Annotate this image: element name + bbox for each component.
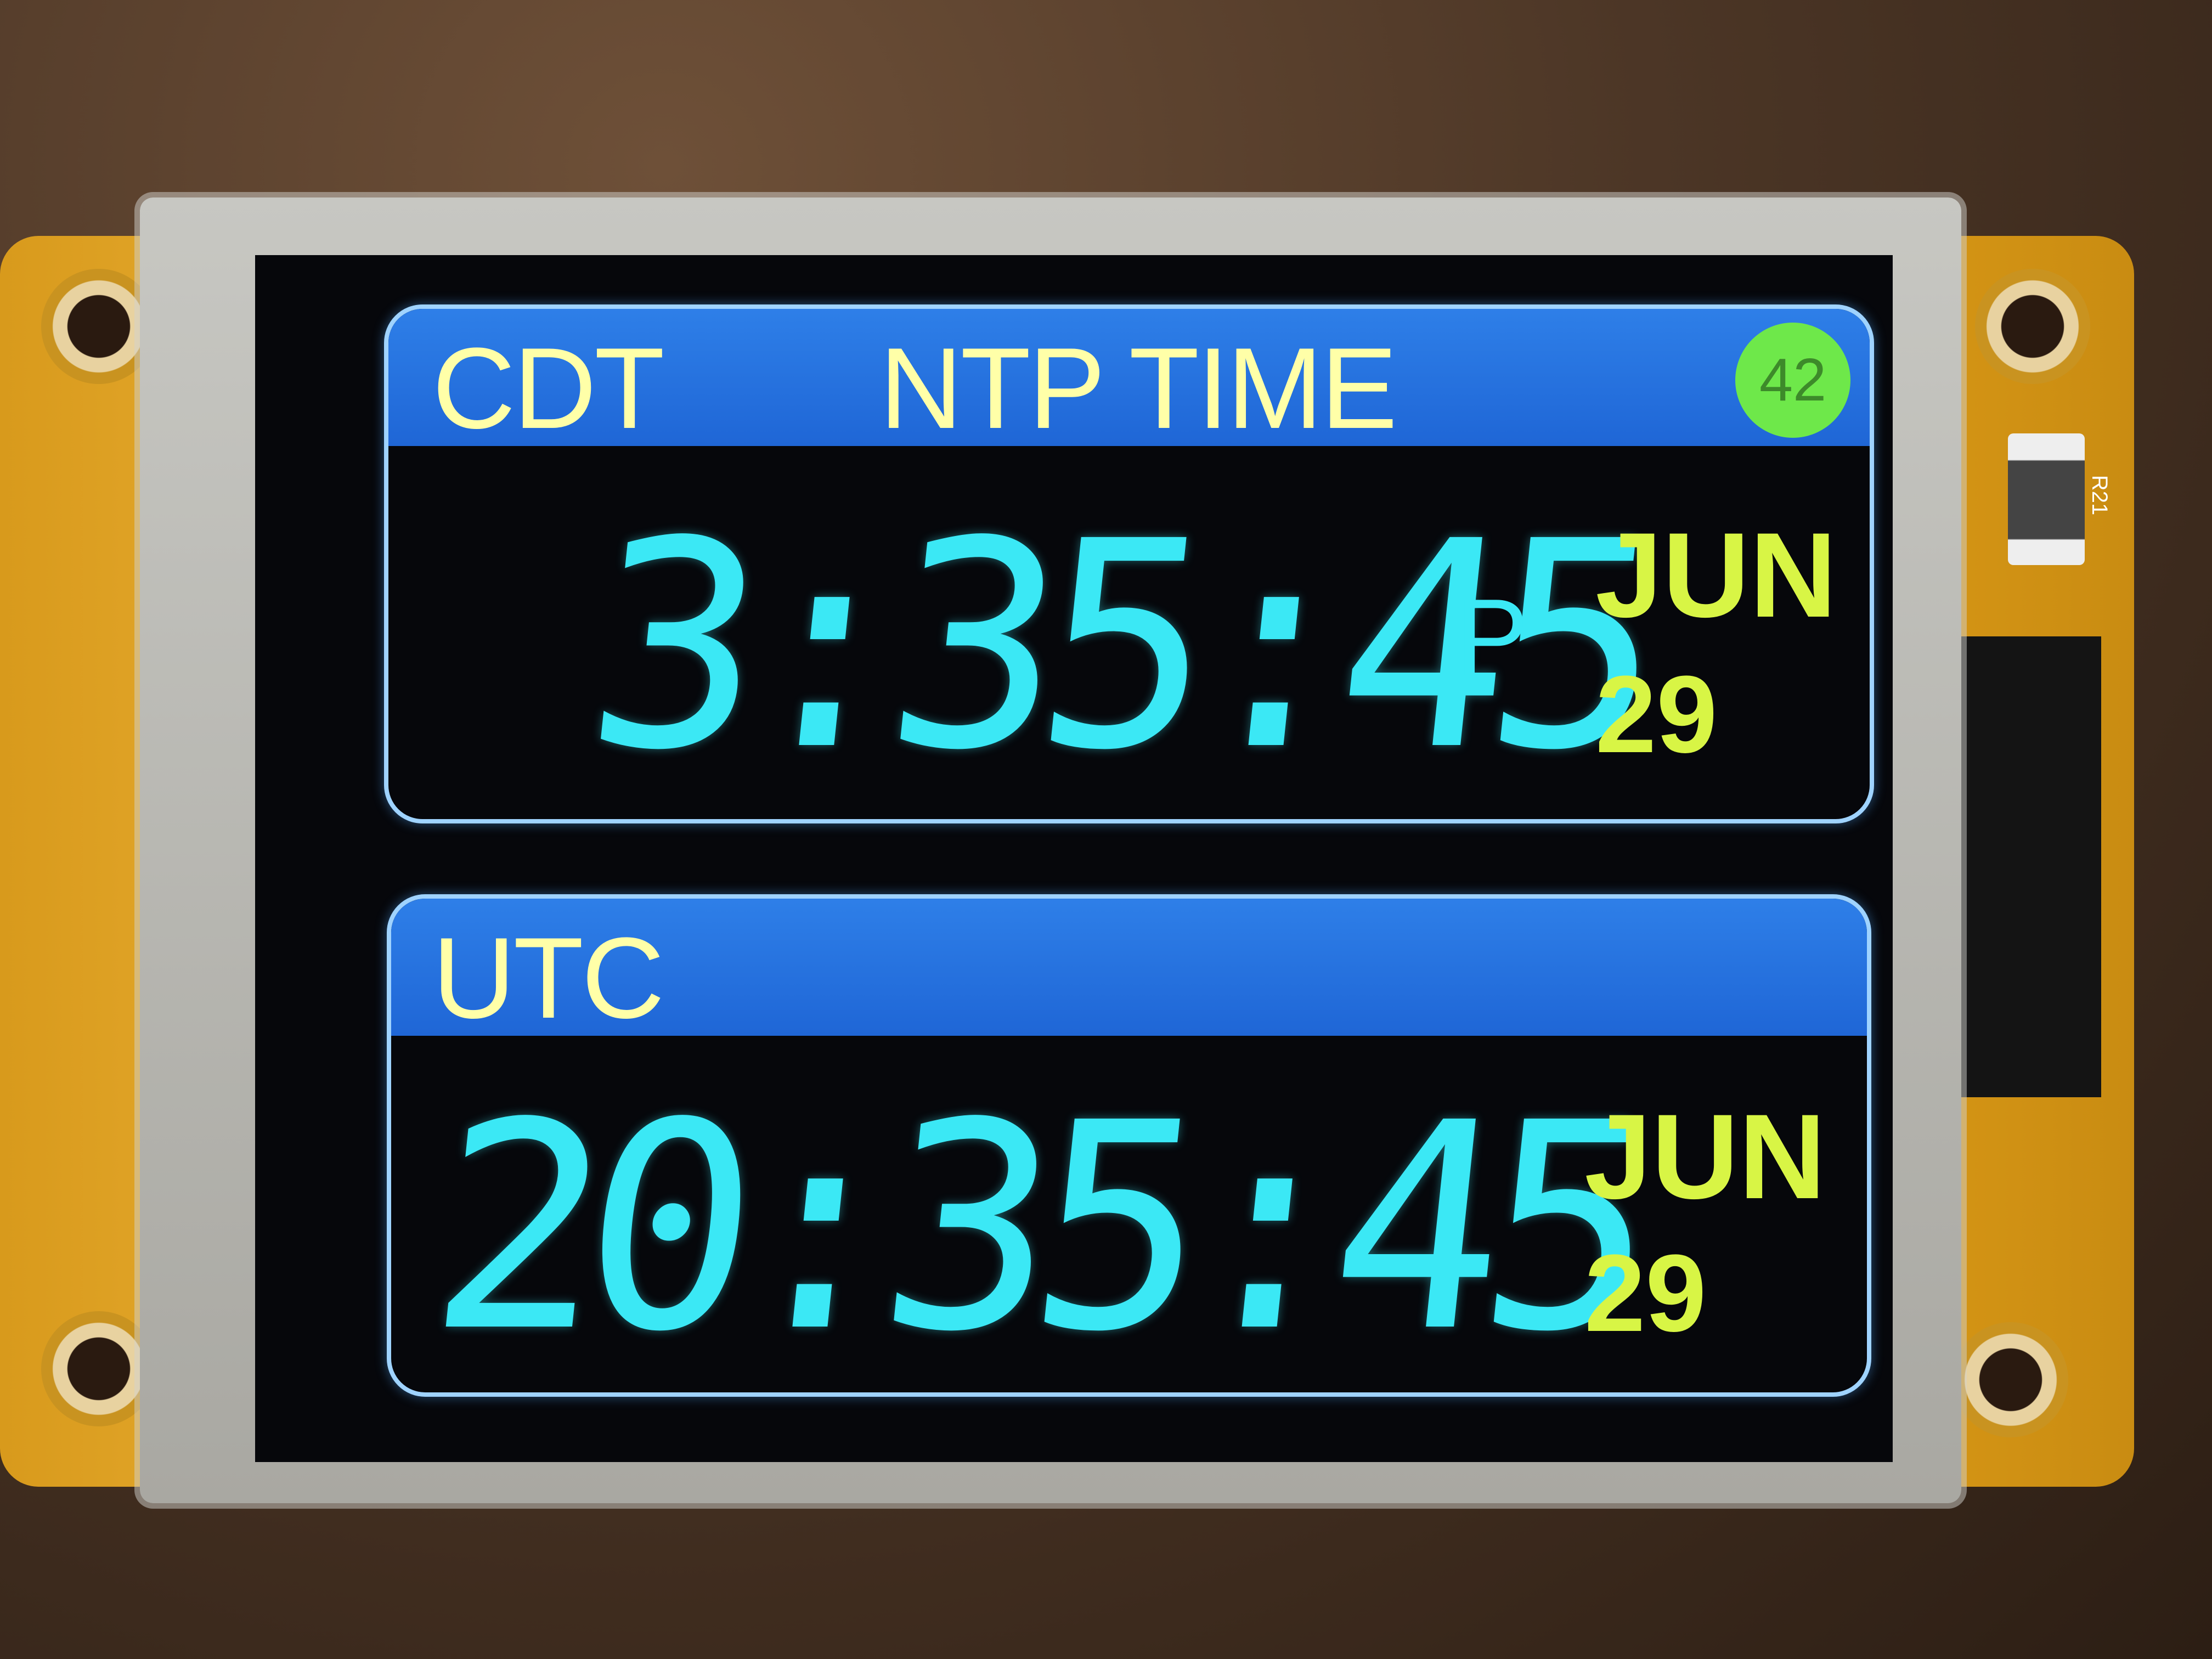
utc-zone-label: UTC: [432, 913, 665, 1042]
mount-hole-top-left: [41, 269, 156, 384]
local-time-panel: CDT NTP TIME 42 3:35:45 P JUN 29: [384, 304, 1874, 823]
resistor: [2008, 433, 2085, 565]
ntp-count-badge: 42: [1735, 323, 1850, 438]
mount-hole-bottom-left: [41, 1311, 156, 1426]
resistor-label: R21: [2087, 475, 2112, 516]
local-time-header: CDT NTP TIME 42: [388, 309, 1870, 446]
local-zone-label: CDT: [432, 324, 665, 453]
mount-hole-bottom-right: [1953, 1322, 2068, 1437]
mount-hole-top-right: [1975, 269, 2090, 384]
utc-time-display: 20:35:45: [417, 1062, 1651, 1394]
utc-time-panel: UTC 20:35:45 JUN 29: [387, 894, 1871, 1397]
ampm-indicator: P: [1455, 577, 1529, 699]
utc-time-header: UTC: [391, 899, 1867, 1036]
ntp-title: NTP TIME: [879, 324, 1397, 453]
local-month: JUN: [1595, 507, 1837, 642]
local-day: 29: [1595, 653, 1718, 776]
utc-month: JUN: [1584, 1089, 1826, 1224]
utc-day: 29: [1584, 1232, 1707, 1355]
